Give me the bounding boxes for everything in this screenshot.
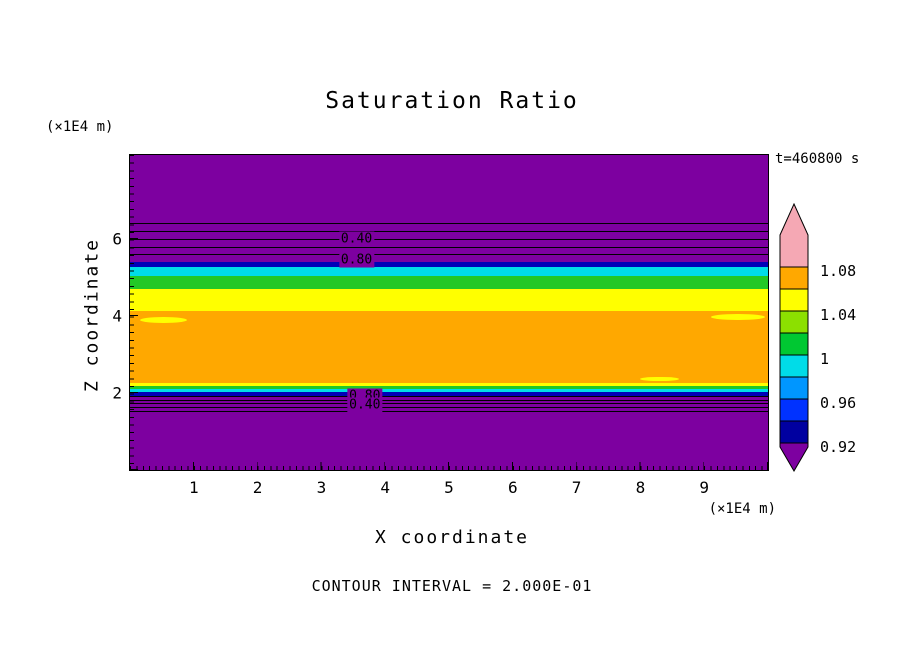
contour-line (130, 411, 768, 413)
x-tick-label: 2 (252, 478, 263, 497)
contour-band (130, 383, 768, 387)
x-tick-label: 8 (635, 478, 646, 497)
x-axis-label: X coordinate (374, 527, 530, 548)
contour-interval-note: CONTOUR INTERVAL = 2.000E-01 (311, 577, 593, 595)
colorbar-segment (779, 332, 809, 356)
colorbar-segment (779, 354, 809, 378)
colorbar-segment-top-arrow (779, 202, 809, 268)
x-tick-label: 9 (699, 478, 710, 497)
colorbar-segment (779, 420, 809, 444)
colorbar-segment (779, 398, 809, 422)
x-tick-label: 1 (188, 478, 199, 497)
contour-label: 0.40 (338, 231, 375, 247)
contour-band (130, 275, 768, 289)
colorbar-svg (779, 202, 809, 472)
colorbar-label: 1.04 (820, 306, 857, 324)
contour-line (130, 403, 768, 405)
colorbar-label: 1.08 (820, 262, 857, 280)
contour-line (130, 222, 768, 224)
contour-line (130, 238, 768, 240)
contour-band (130, 262, 768, 268)
contour-patch (640, 376, 679, 382)
contour-line (130, 254, 768, 256)
contour-label: 0.40 (347, 397, 383, 412)
chart-title: Saturation Ratio (325, 88, 579, 114)
colorbar-segment (779, 288, 809, 312)
contour-label: 0.80 (338, 252, 375, 268)
x-tick-label: 5 (444, 478, 454, 497)
y-tick-label: 2 (112, 383, 122, 403)
contour-line (130, 395, 768, 397)
y-tick-labels: 2 4 6 (90, 155, 122, 470)
colorbar-label: 1 (820, 350, 830, 368)
contour-line (130, 230, 768, 232)
x-tick-label: 4 (380, 478, 391, 497)
colorbar-segment (779, 310, 809, 334)
contour-line (130, 407, 768, 409)
contour-band (130, 386, 768, 390)
y-tick-label: 4 (112, 306, 122, 326)
x-axis-major-ticks (130, 462, 768, 470)
colorbar (779, 202, 809, 473)
x-tick-labels: 1 2 3 4 5 6 7 8 9 (130, 478, 768, 498)
y-tick-label: 6 (112, 229, 122, 249)
plot-area: 0.40 0.80 0.80 0.40 (129, 154, 769, 471)
colorbar-segment (779, 266, 809, 290)
x-tick-label: 3 (316, 478, 327, 497)
colorbar-label: 0.92 (820, 438, 857, 456)
contour-patch (710, 313, 765, 320)
y-axis-unit: (×1E4 m) (46, 119, 114, 135)
contour-line (130, 399, 768, 401)
colorbar-label: 0.96 (820, 394, 857, 412)
contour-band (130, 311, 768, 383)
contour-band (130, 392, 768, 396)
time-annotation: t=460800 s (775, 151, 860, 167)
contour-band (130, 155, 768, 263)
x-tick-label: 7 (571, 478, 582, 497)
colorbar-labels: 1.08 1.04 1 0.96 0.92 (820, 207, 884, 477)
contour-band (130, 267, 768, 276)
x-axis-unit: (×1E4 m) (708, 501, 776, 517)
y-axis-major-ticks (130, 155, 138, 470)
contour-line (130, 247, 768, 248)
colorbar-segment-bottom-arrow (779, 442, 809, 472)
colorbar-segment (779, 376, 809, 400)
contour-patch (139, 316, 188, 323)
x-tick-label: 6 (507, 478, 518, 497)
contour-band (130, 389, 768, 393)
contour-band (130, 289, 768, 311)
